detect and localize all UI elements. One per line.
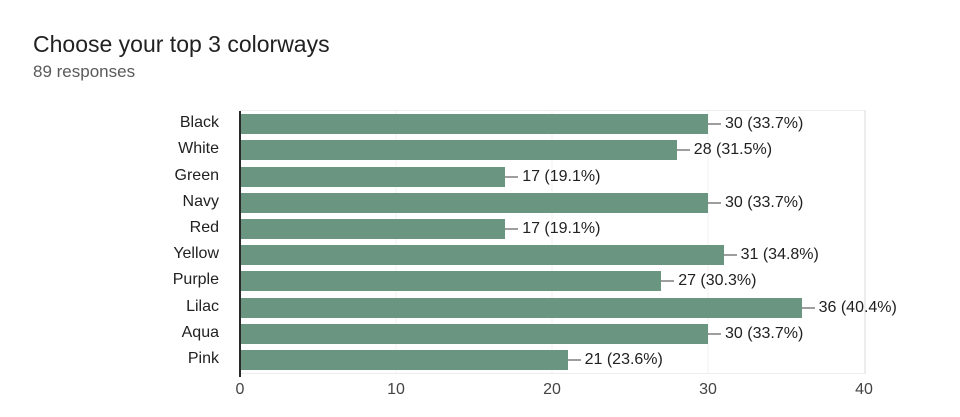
category-label: Aqua — [181, 323, 219, 341]
bar-row: 27 (30.3%) — [240, 268, 864, 294]
value-label-connector — [676, 149, 690, 152]
x-tick-label: 20 — [543, 381, 561, 398]
bar-green[interactable] — [240, 166, 506, 187]
bar-row: 17 (19.1%) — [240, 163, 864, 189]
bar-row: 17 (19.1%) — [240, 216, 864, 242]
bar-navy[interactable] — [240, 192, 708, 213]
bar-red[interactable] — [240, 218, 506, 239]
bar-row: 21 (23.6%) — [240, 347, 864, 373]
bar-pink[interactable] — [240, 349, 568, 370]
gridline — [551, 111, 553, 373]
category-label: Navy — [182, 192, 219, 210]
value-label: 21 (23.6%) — [584, 350, 663, 368]
bar-rows: 30 (33.7%) 28 (31.5%) 17 (19.1%) 30 (33.7%)… — [240, 111, 897, 373]
category-label: Lilac — [186, 297, 219, 315]
value-label-connector — [708, 332, 721, 335]
category-label: Purple — [172, 271, 219, 289]
bar-yellow[interactable] — [240, 245, 724, 266]
bar-lilac[interactable] — [240, 297, 802, 318]
y-axis-line — [239, 111, 241, 377]
bar-white[interactable] — [240, 140, 677, 161]
value-label: 36 (40.4%) — [818, 298, 897, 316]
category-label: White — [178, 140, 219, 158]
category-axis-labels: Black White Green Navy Red Yellow Purple Lilac A… — [0, 110, 230, 372]
gridline — [395, 111, 397, 373]
bar-row: 30 (33.7%) — [240, 321, 864, 347]
value-label: 28 (31.5%) — [693, 141, 773, 159]
x-axis-tick-labels: 0 10 20 30 40 — [236, 381, 873, 401]
category-label: Pink — [187, 349, 219, 367]
bar-row: 36 (40.4%) — [240, 294, 897, 320]
value-label-connector — [723, 254, 737, 257]
value-label-connector — [567, 358, 581, 361]
value-label-connector — [661, 280, 675, 283]
value-label: 17 (19.1%) — [522, 167, 601, 185]
response-count: 89 responses — [33, 62, 136, 81]
value-label: 17 (19.1%) — [522, 219, 601, 237]
value-label: 30 (33.7%) — [725, 193, 804, 211]
category-label: Yellow — [173, 245, 219, 263]
plot-area: 30 (33.7%) 28 (31.5%) 17 (19.1%) 30 (33.7%)… — [239, 110, 897, 377]
value-label-connector — [505, 175, 519, 178]
bar-purple[interactable] — [240, 271, 662, 292]
value-label: 30 (33.7%) — [725, 324, 804, 342]
question-title: Choose your top 3 colorways — [33, 31, 330, 57]
x-tick-label: 40 — [855, 381, 873, 398]
value-label-connector — [505, 227, 519, 230]
value-label-connector — [708, 201, 721, 204]
value-label-connector — [801, 306, 815, 309]
category-label: Black — [179, 114, 219, 132]
category-label: Green — [174, 166, 219, 184]
value-label-connector — [708, 123, 721, 126]
gridline — [707, 111, 709, 373]
bar-row: 30 (33.7%) — [240, 111, 864, 137]
bar-aqua[interactable] — [240, 323, 708, 344]
bar-row: 30 (33.7%) — [240, 190, 864, 216]
x-tick-label: 0 — [235, 381, 245, 398]
value-label: 27 (30.3%) — [678, 272, 757, 290]
x-tick-label: 10 — [387, 381, 405, 398]
value-label: 31 (34.8%) — [740, 246, 819, 264]
bar-row: 31 (34.8%) — [240, 242, 864, 268]
value-label: 30 (33.7%) — [725, 115, 804, 133]
category-label: Red — [189, 218, 219, 236]
x-tick-label: 30 — [699, 381, 717, 398]
bar-row: 28 (31.5%) — [240, 137, 864, 163]
bar-black[interactable] — [240, 114, 708, 135]
